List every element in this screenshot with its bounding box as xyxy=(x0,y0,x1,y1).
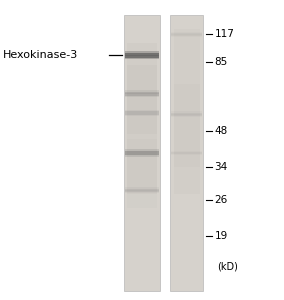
Bar xyxy=(171,32,202,34)
Bar xyxy=(171,153,202,155)
Text: (kD): (kD) xyxy=(217,261,238,271)
Bar xyxy=(125,111,159,115)
Bar xyxy=(124,15,160,291)
Bar xyxy=(125,189,159,192)
Bar xyxy=(125,149,159,153)
Text: 48: 48 xyxy=(214,126,228,136)
Bar xyxy=(125,92,159,96)
Text: 85: 85 xyxy=(214,57,228,67)
Bar xyxy=(125,52,159,58)
Text: 26: 26 xyxy=(214,195,228,205)
Bar xyxy=(127,139,157,208)
Bar xyxy=(171,111,202,115)
Bar xyxy=(170,15,203,291)
Bar xyxy=(171,114,202,117)
Bar xyxy=(125,112,159,116)
Bar xyxy=(125,55,159,59)
Bar xyxy=(125,190,159,193)
Bar xyxy=(171,152,202,154)
Bar xyxy=(127,65,157,134)
Bar xyxy=(125,153,159,157)
Bar xyxy=(171,151,202,153)
Bar xyxy=(125,93,159,97)
Text: 34: 34 xyxy=(214,162,228,172)
Text: Hexokinase-3: Hexokinase-3 xyxy=(3,50,78,60)
Bar xyxy=(125,90,159,94)
Bar xyxy=(171,33,202,36)
Bar xyxy=(171,34,202,37)
Bar xyxy=(125,151,159,155)
Text: 19: 19 xyxy=(214,231,228,241)
Bar xyxy=(174,29,200,194)
Bar xyxy=(125,110,159,113)
Bar xyxy=(127,43,157,194)
Bar xyxy=(174,84,200,167)
Text: 117: 117 xyxy=(214,29,234,39)
Bar xyxy=(125,187,159,190)
Bar xyxy=(171,113,202,116)
Bar xyxy=(125,50,159,56)
